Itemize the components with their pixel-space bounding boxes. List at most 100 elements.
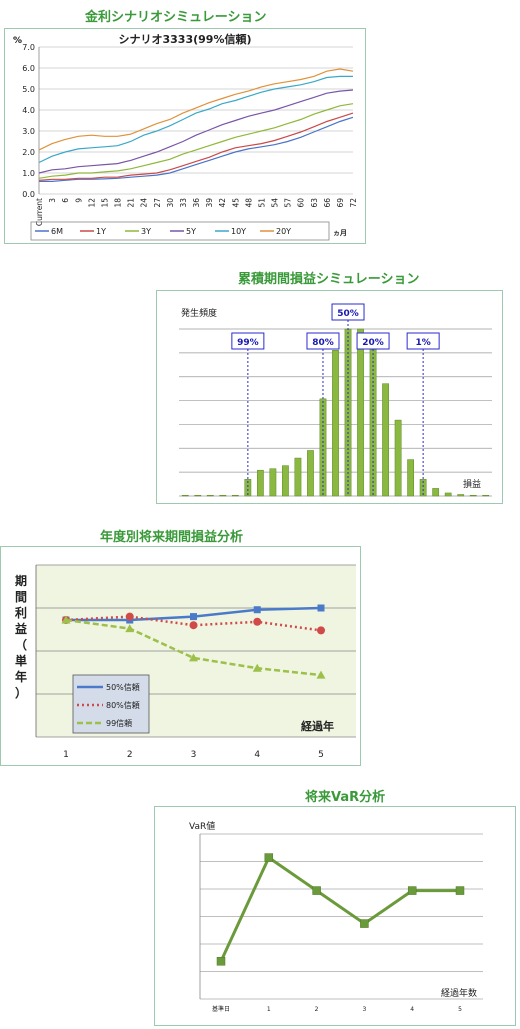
cumulative-pl-chart-panel: 発生頻度 損益 99% 80% 50% 20% 1% — [156, 290, 503, 504]
chart3-point — [253, 606, 261, 614]
chart3-xtick: 1 — [63, 750, 69, 760]
chart1-xtick: 18 — [114, 198, 123, 208]
chart1-ytick: 5.0 — [22, 85, 35, 94]
chart1-xtick: 66 — [323, 198, 332, 208]
chart3-legend-label: 50%信頼 — [106, 682, 140, 692]
chart2-bar — [419, 479, 427, 497]
chart1-xtick: 36 — [192, 198, 201, 208]
chart1-legend-label: 5Y — [186, 227, 196, 236]
chart4-point — [407, 886, 417, 895]
chart2-bar — [432, 488, 440, 497]
chart1-xtick: Current — [35, 198, 44, 226]
chart2-ylabel: 発生頻度 — [181, 307, 217, 319]
chart3-point — [189, 653, 198, 662]
chart3-legend-box — [72, 674, 150, 734]
chart2-bar — [469, 494, 477, 497]
chart3-point — [125, 624, 135, 633]
chart2-marker-label: 1% — [415, 338, 430, 348]
chart2-bar — [444, 492, 452, 497]
annual-pl-chart-panel: 期間利益（単年） 1 2 3 4 5 経過年 50%信頼 80%信頼 99信頼 — [0, 546, 361, 766]
chart4-point — [455, 886, 465, 895]
chart4-point — [216, 957, 226, 966]
chart1-legend-box — [30, 221, 330, 241]
chart1-xtick: 30 — [166, 198, 175, 208]
chart2-marker-box — [356, 332, 390, 350]
chart2-bar — [244, 479, 252, 497]
chart3-ylabel: 期間利益（単年） — [15, 573, 27, 700]
chart1-series-line — [38, 112, 354, 181]
interest-rate-chart-panel: シナリオ3333(99%信頼)% 0.0 1.0 2.0 3.0 4.0 5.0 6.0 7.0… — [4, 28, 366, 244]
chart4-xtick: 基準日 — [212, 1005, 230, 1013]
chart1-series-line — [39, 116, 354, 182]
chart2-marker-label: 20% — [362, 338, 384, 348]
chart1-title: シナリオ3333(99%信頼) — [119, 32, 252, 46]
chart1-xtick: 24 — [140, 198, 149, 208]
chart1-xtick: 42 — [218, 198, 227, 208]
chart2-bar — [231, 494, 239, 497]
chart1-ytick: 1.0 — [22, 169, 35, 178]
chart4-point — [312, 886, 321, 895]
section1-heading: 金利シナリオシミュレーション — [85, 10, 267, 25]
chart2-bar — [482, 494, 490, 497]
chart2-bar — [181, 494, 189, 497]
chart2-bar — [407, 459, 415, 497]
chart2-marker-box — [231, 332, 265, 350]
future-var-chart-panel: VaR値基準日 1 2 3 4 5 経過年数 — [154, 806, 516, 1026]
chart3-point — [252, 663, 262, 672]
chart1-xtick: 60 — [297, 198, 306, 208]
chart3-legend-label: 99信頼 — [106, 718, 132, 728]
chart1-xtick: 33 — [179, 198, 188, 208]
chart1-xtick: 69 — [336, 198, 345, 208]
chart1-xtick: 15 — [100, 198, 109, 208]
chart4-series-line — [219, 855, 460, 962]
chart2-xlabel: 損益 — [463, 478, 481, 490]
chart2-bar — [307, 450, 314, 497]
chart1-xtick: 48 — [244, 198, 253, 208]
chart3-point — [316, 670, 326, 679]
section2-heading: 累積期間損益シミュレーション — [238, 272, 420, 287]
chart3-xlabel: 経過年 — [301, 719, 334, 733]
chart2-marker-label: 80% — [312, 338, 334, 348]
chart1-xtick: 9 — [74, 198, 83, 203]
chart1-xlabel: ヵ月 — [333, 229, 347, 237]
chart3-point — [190, 613, 197, 621]
chart1-xtick: 6 — [61, 198, 70, 203]
chart1-xtick: 45 — [231, 198, 240, 208]
chart3-point — [125, 612, 134, 621]
chart2-bar — [457, 494, 465, 497]
chart1-series-line — [38, 68, 354, 151]
chart4-xtick: 5 — [458, 1006, 462, 1013]
section4-heading: 将来VaR分析 — [305, 790, 386, 805]
chart2-bar — [332, 350, 339, 497]
chart4-xtick: 2 — [315, 1006, 319, 1013]
chart4-xlabel: 経過年数 — [441, 987, 477, 999]
chart4-xtick: 3 — [362, 1006, 366, 1013]
chart3-point — [317, 626, 325, 635]
chart2-marker-box — [306, 332, 340, 350]
chart2-marker-box — [406, 332, 440, 350]
chart2-marker-label: 99% — [237, 338, 259, 348]
chart1-ytick: 2.0 — [22, 148, 35, 157]
chart4-xtick: 4 — [410, 1006, 414, 1013]
chart2-bar — [269, 468, 277, 497]
chart1-ytick: 7.0 — [22, 43, 35, 52]
chart1-series-line — [38, 89, 354, 174]
chart4-xtick: 1 — [267, 1006, 271, 1013]
chart2-bar — [206, 494, 214, 497]
section3-heading: 年度別将来期間損益分析 — [100, 530, 244, 545]
chart3-xtick: 4 — [254, 750, 260, 760]
chart2-marker-box — [331, 303, 365, 321]
chart2-bar — [282, 465, 289, 497]
chart3-point — [61, 615, 71, 624]
chart4-ylabel: VaR値 — [189, 820, 215, 832]
chart1-legend-label: 1Y — [96, 227, 106, 236]
chart1-legend-label: 6M — [51, 227, 63, 236]
chart1-xtick: 27 — [153, 198, 162, 208]
chart1-ylabel: % — [13, 36, 22, 46]
chart2-bar — [219, 494, 227, 497]
chart1-legend-label: 20Y — [276, 227, 291, 236]
chart3-xtick: 3 — [191, 750, 197, 760]
chart1-ytick: 3.0 — [22, 127, 35, 136]
